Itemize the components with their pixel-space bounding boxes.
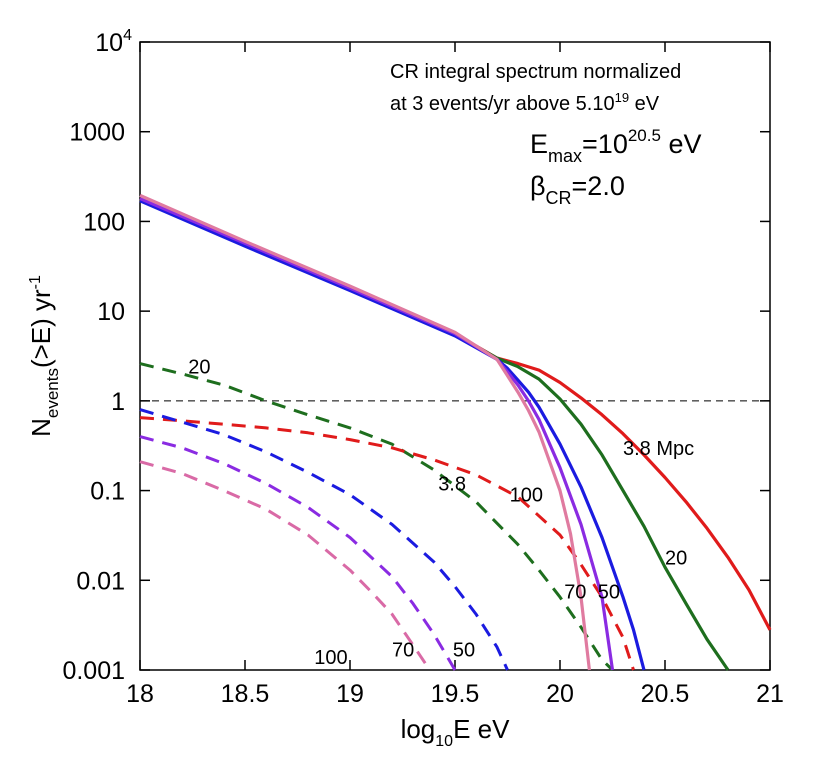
x-axis-label: log10E eV	[401, 714, 511, 750]
neutrino-curve-20	[139, 362, 614, 672]
y-tick-label: 1000	[69, 119, 125, 147]
curve-label: 20	[665, 547, 687, 569]
y-tick-label: 100	[83, 208, 125, 236]
title-line-2: at 3 events/yr above 5.1019 eV	[390, 90, 660, 115]
y-tick-label: 104	[95, 27, 132, 57]
curve-label: 70	[392, 639, 414, 661]
x-tick-label: 19.5	[431, 680, 480, 708]
series-group	[139, 193, 772, 672]
neutrino-curve-3-8	[139, 416, 635, 671]
curve-label: 50	[598, 581, 620, 603]
y-tick-label: 0.001	[62, 657, 125, 685]
curve-label: 20	[188, 357, 210, 379]
x-tick-label: 18.5	[221, 680, 270, 708]
cr-curve-70	[139, 197, 615, 671]
curve-label: 70	[564, 581, 586, 603]
x-tick-label: 20.5	[641, 680, 690, 708]
neutrino-curve-50	[139, 408, 509, 671]
x-tick-label: 19	[336, 680, 364, 708]
y-tick-label: 1	[111, 388, 125, 416]
y-tick-label: 0.01	[76, 567, 125, 595]
curve-labels: 3.8 Mpc 20 70 50 100 3.8 20 100 70 50	[188, 357, 694, 669]
x-tick-label: 18	[126, 680, 154, 708]
beta-label: βCR=2.0	[530, 171, 625, 208]
curve-label: 100	[510, 485, 543, 507]
axis-ticks: 18 18.5 19 19.5 20 20.5 21 104 1000 100 10 1 0.1 0.01…	[62, 27, 783, 708]
y-tick-label: 0.1	[90, 478, 125, 506]
y-axis-label: Nevents(>E) yr-1	[26, 275, 62, 437]
curve-label: 3.8	[438, 473, 466, 495]
emax-label: Emax=1020.5 eV	[530, 126, 701, 166]
neutrino-curve-100	[139, 460, 432, 671]
x-tick-label: 20	[546, 680, 574, 708]
neutrino-curve-70	[139, 435, 457, 671]
curve-label: 3.8 Mpc	[623, 438, 694, 460]
curve-label: 50	[453, 639, 475, 661]
x-tick-label: 21	[756, 680, 784, 708]
title-line-1: CR integral spectrum normalized	[390, 61, 681, 83]
cr-curve-100	[139, 193, 591, 671]
cr-curve-50	[139, 199, 646, 671]
curve-label: 100	[314, 647, 347, 669]
cr-curve-20	[139, 198, 730, 671]
y-tick-label: 10	[97, 298, 125, 326]
